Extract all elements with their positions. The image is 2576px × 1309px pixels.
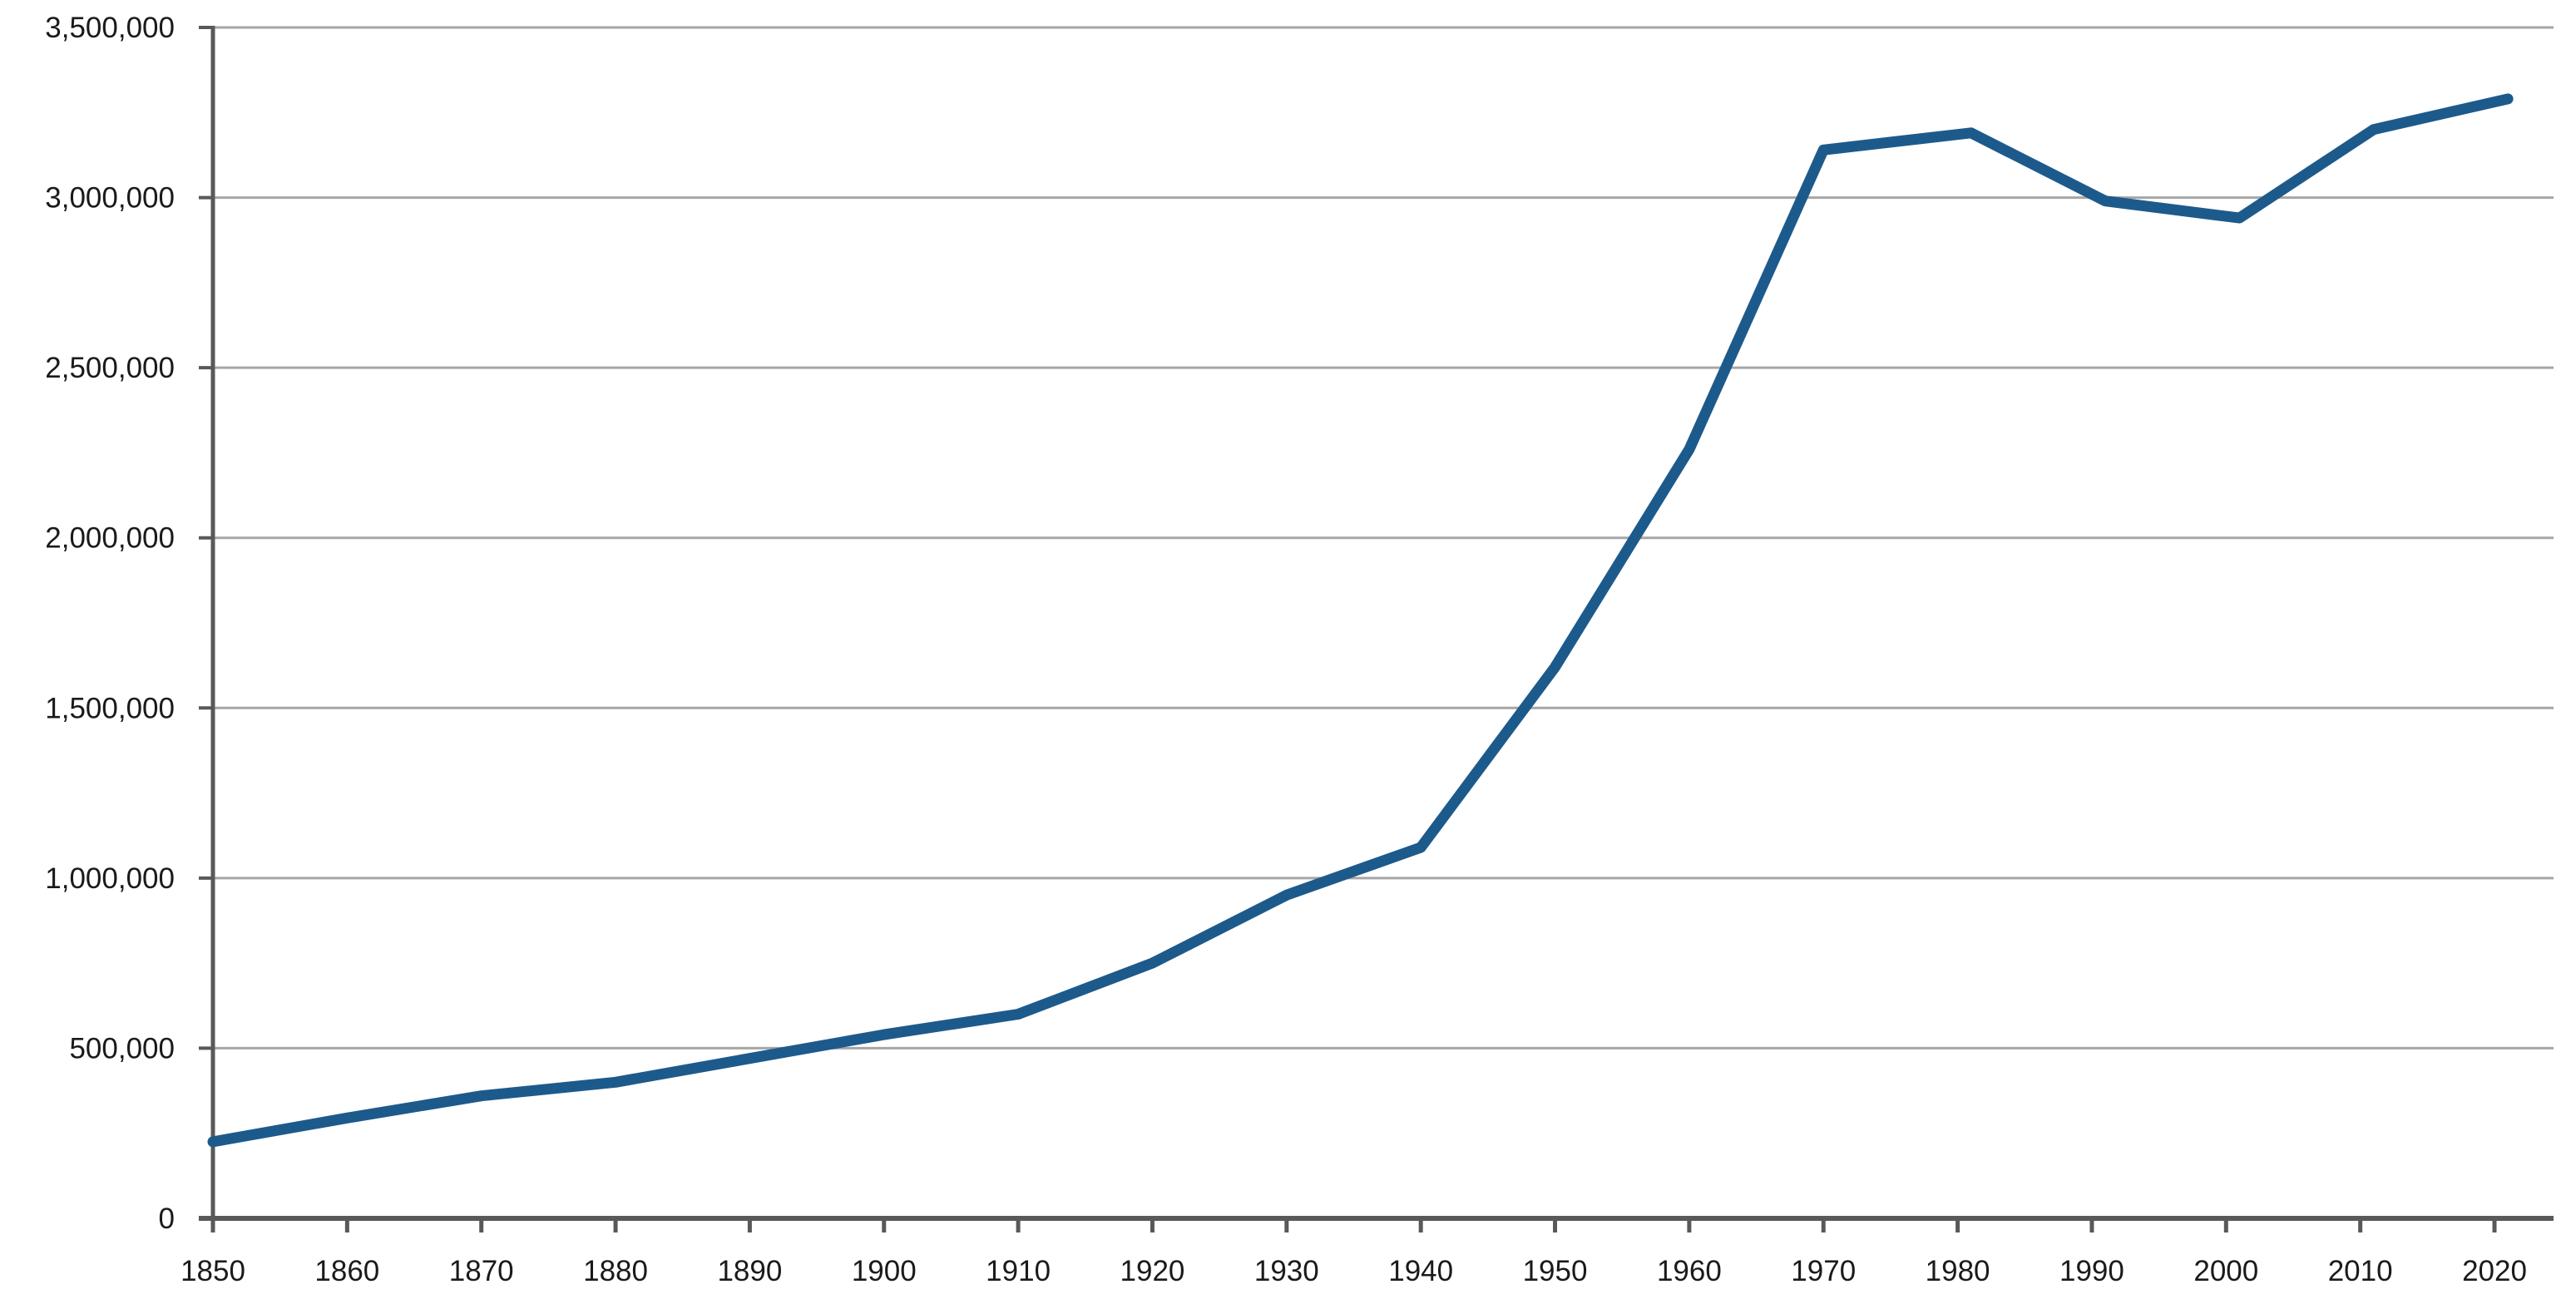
- x-tick-label: 1960: [1657, 1255, 1722, 1287]
- x-tick-label: 2000: [2193, 1255, 2258, 1287]
- gridlines: [213, 26, 2554, 1050]
- x-tick-label: 1900: [852, 1255, 917, 1287]
- x-tick-label: 1850: [180, 1255, 245, 1287]
- y-tick-label: 2,000,000: [45, 522, 175, 555]
- x-tick-label: 1860: [314, 1255, 379, 1287]
- x-tick-label: 1920: [1120, 1255, 1185, 1287]
- x-tick-label: 1970: [1791, 1255, 1856, 1287]
- x-tick-label: 2010: [2328, 1255, 2393, 1287]
- x-tick-label: 1940: [1388, 1255, 1453, 1287]
- y-tick-label: 1,000,000: [45, 862, 175, 895]
- y-tick-label: 1,500,000: [45, 692, 175, 724]
- x-tick-label: 1910: [986, 1255, 1051, 1287]
- x-tick-label: 1880: [583, 1255, 648, 1287]
- x-tick-label: 1930: [1254, 1255, 1319, 1287]
- x-tick-label: 1890: [717, 1255, 782, 1287]
- y-tick-label: 500,000: [69, 1032, 175, 1064]
- y-tick-label: 2,500,000: [45, 352, 175, 384]
- population-data-line: [207, 93, 2514, 1148]
- x-tick-label: 1990: [2059, 1255, 2124, 1287]
- x-tick-label: 1980: [1926, 1255, 1990, 1287]
- y-tick-label: 3,000,000: [45, 182, 175, 215]
- axes: [199, 26, 2554, 1232]
- y-tick-label: 3,500,000: [45, 12, 175, 44]
- y-tick-labels: 0 500,000 1,000,000 1,500,000 2,000,000 2,500…: [45, 12, 175, 1235]
- y-tick-label: 0: [159, 1203, 175, 1235]
- x-tick-labels: 1850 1860 1870 1880 1890 1900 1910 1920 1930 1940…: [180, 1255, 2527, 1287]
- x-tick-label: 1950: [1523, 1255, 1588, 1287]
- x-tick-label: 1870: [449, 1255, 514, 1287]
- x-tick-label: 2020: [2462, 1255, 2527, 1287]
